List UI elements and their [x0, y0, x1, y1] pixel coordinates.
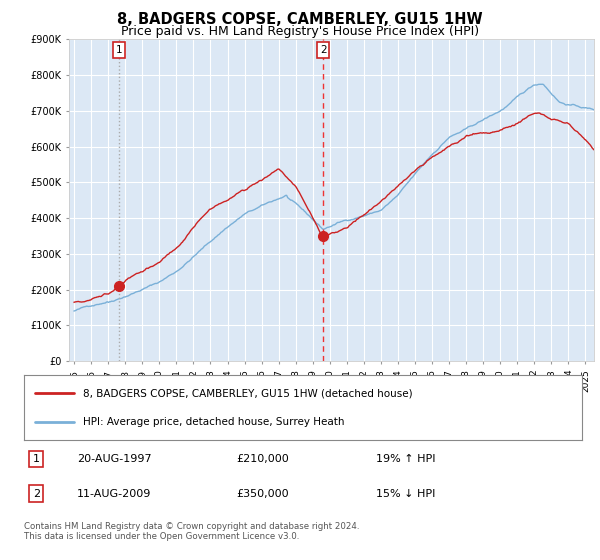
- Text: 8, BADGERS COPSE, CAMBERLEY, GU15 1HW: 8, BADGERS COPSE, CAMBERLEY, GU15 1HW: [117, 12, 483, 27]
- Text: £210,000: £210,000: [236, 454, 289, 464]
- Text: 8, BADGERS COPSE, CAMBERLEY, GU15 1HW (detached house): 8, BADGERS COPSE, CAMBERLEY, GU15 1HW (d…: [83, 388, 412, 398]
- Text: Price paid vs. HM Land Registry's House Price Index (HPI): Price paid vs. HM Land Registry's House …: [121, 25, 479, 38]
- Text: 11-AUG-2009: 11-AUG-2009: [77, 489, 151, 499]
- Text: 15% ↓ HPI: 15% ↓ HPI: [376, 489, 435, 499]
- Text: 19% ↑ HPI: 19% ↑ HPI: [376, 454, 435, 464]
- Text: 2: 2: [33, 489, 40, 499]
- Text: 1: 1: [33, 454, 40, 464]
- Text: £350,000: £350,000: [236, 489, 289, 499]
- Text: HPI: Average price, detached house, Surrey Heath: HPI: Average price, detached house, Surr…: [83, 417, 344, 427]
- Text: Contains HM Land Registry data © Crown copyright and database right 2024.
This d: Contains HM Land Registry data © Crown c…: [24, 522, 359, 542]
- Text: 1: 1: [115, 45, 122, 55]
- Text: 2: 2: [320, 45, 326, 55]
- Text: 20-AUG-1997: 20-AUG-1997: [77, 454, 152, 464]
